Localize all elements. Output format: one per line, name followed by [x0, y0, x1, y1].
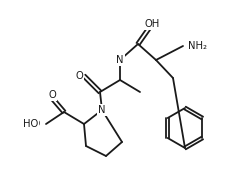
- Text: N: N: [116, 55, 124, 65]
- Text: O: O: [75, 71, 83, 81]
- Text: N: N: [98, 105, 106, 115]
- Text: HO: HO: [23, 119, 38, 129]
- Text: O: O: [48, 90, 56, 100]
- Text: OH: OH: [144, 19, 160, 29]
- Text: HO: HO: [25, 119, 40, 129]
- Text: NH₂: NH₂: [188, 41, 207, 51]
